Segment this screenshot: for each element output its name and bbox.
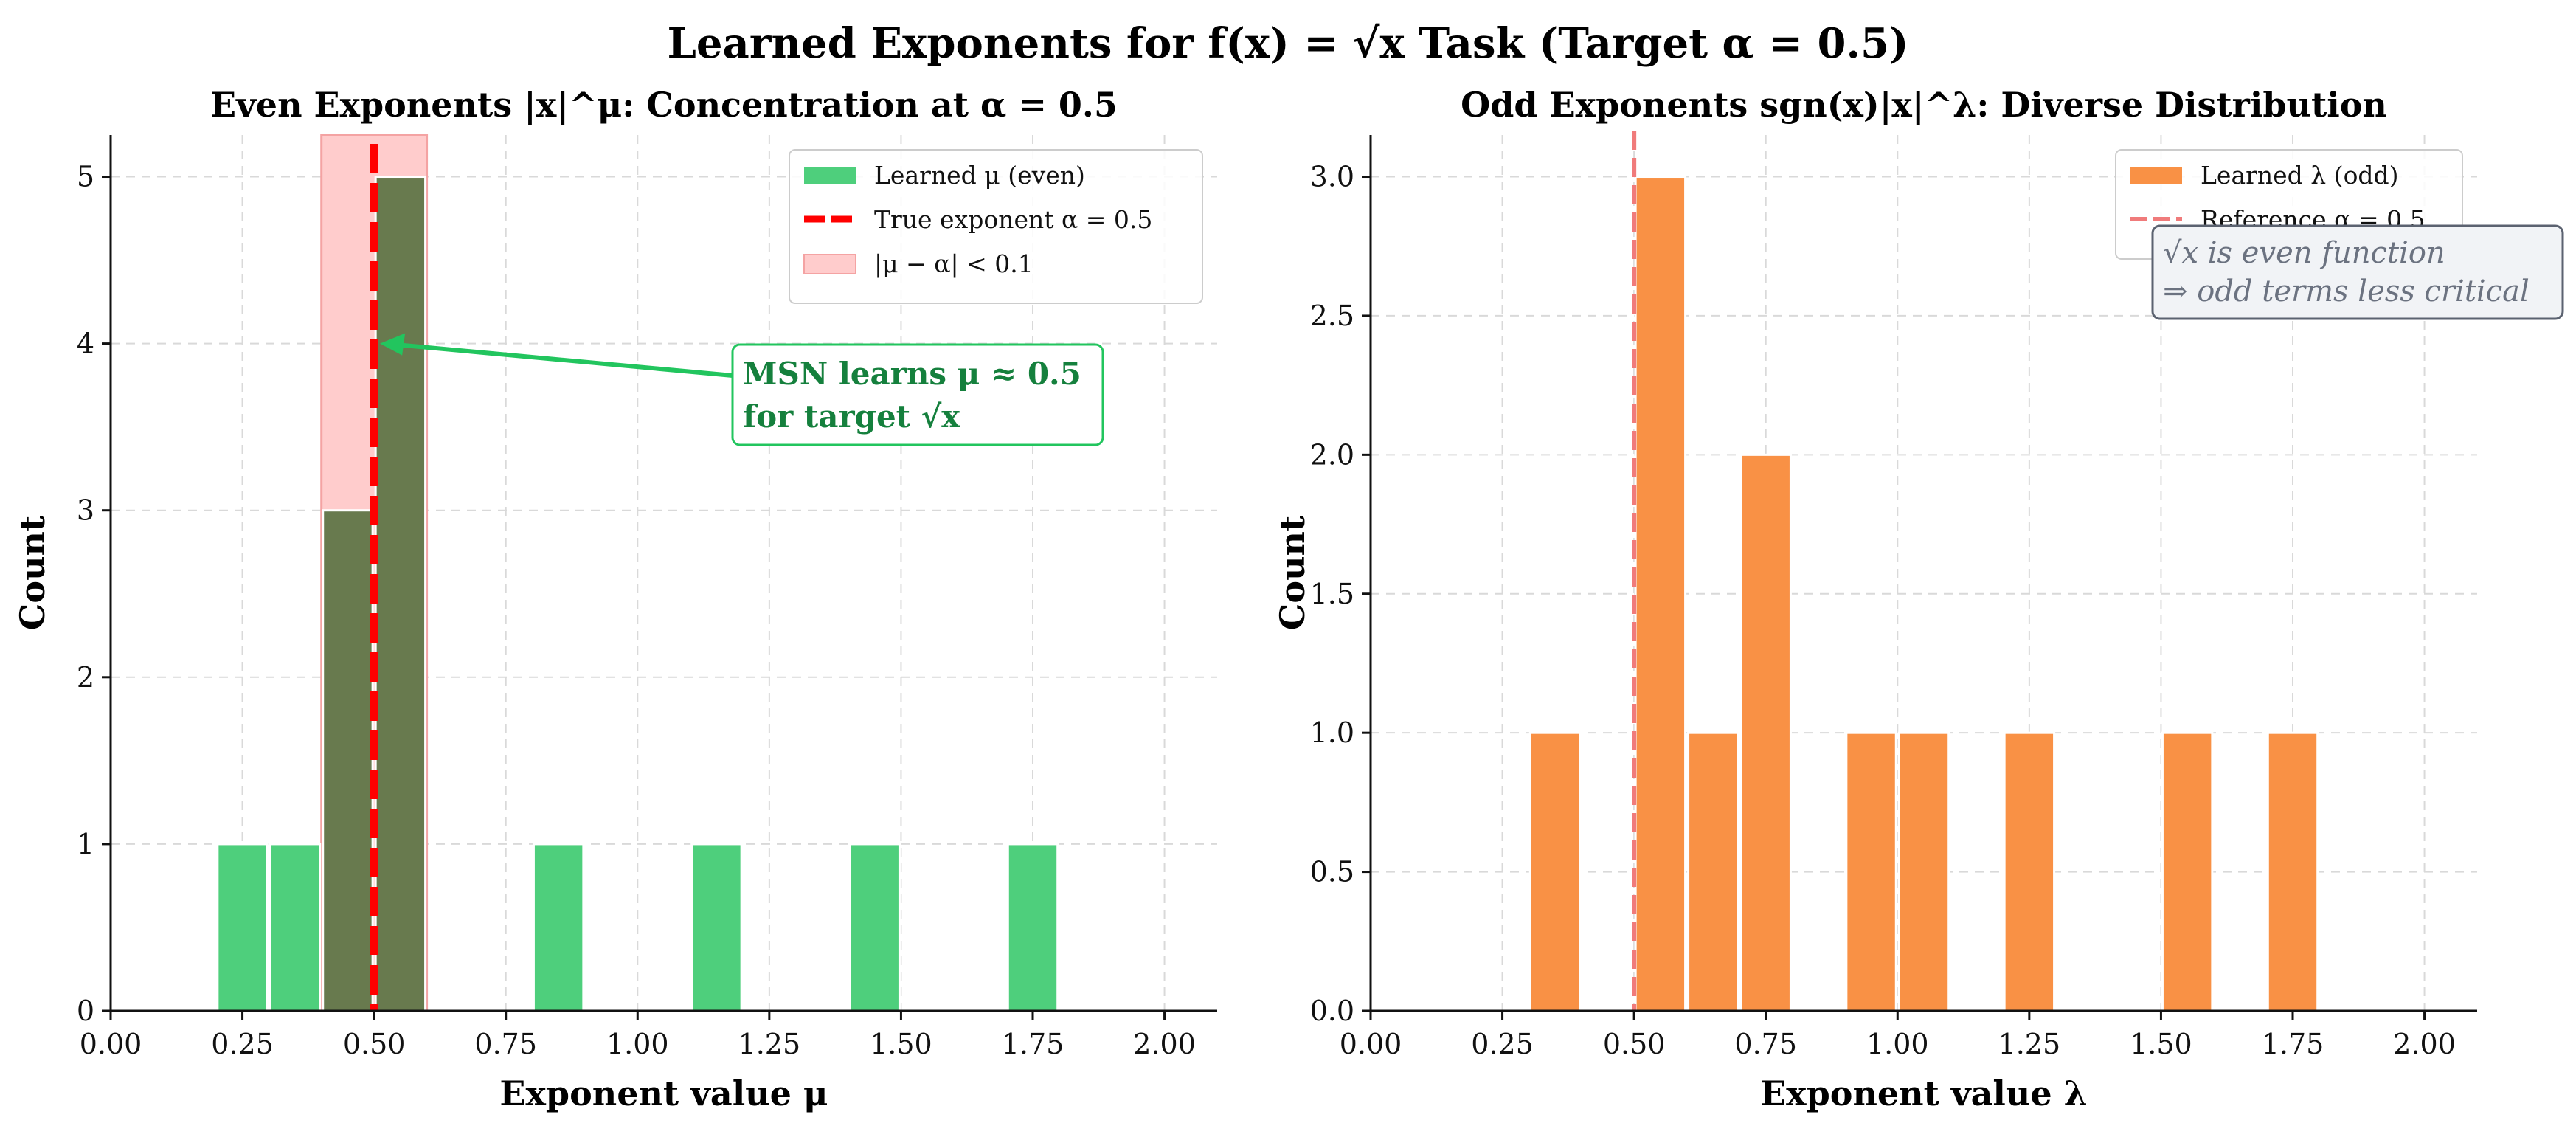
x-tick-label: 1.50 <box>870 1028 932 1060</box>
annotation-box <box>731 343 1104 446</box>
annotation: MSN learns μ ≈ 0.5 for target √x <box>380 333 1104 446</box>
y-tick-label: 1.0 <box>1310 716 1354 749</box>
legend-swatch <box>804 167 856 184</box>
y-tick-label: 2 <box>77 661 94 694</box>
x-tick-label: 0.25 <box>1471 1028 1534 1060</box>
bar <box>532 843 585 1012</box>
y-tick-label: 1.5 <box>1310 578 1354 610</box>
annotation-arrow <box>400 342 733 378</box>
y-tick-label: 0.0 <box>1310 995 1354 1027</box>
bar <box>2003 731 2056 1012</box>
histogram-bars <box>216 176 1059 1012</box>
bar <box>690 843 743 1012</box>
bar <box>216 843 269 1012</box>
x-tick-label: 2.00 <box>1133 1028 1196 1060</box>
x-tick-label: 1.75 <box>2262 1028 2324 1060</box>
bar <box>1845 731 1897 1012</box>
note-box <box>2151 224 2564 320</box>
legend: Learned μ (even) True exponent α = 0.5 |μ … <box>789 149 1203 304</box>
x-tick-label: 0.50 <box>343 1028 406 1060</box>
y-axis-label: Count <box>13 515 52 630</box>
x-tick-label: 1.00 <box>606 1028 669 1060</box>
bar <box>1006 843 1059 1012</box>
bar <box>1897 731 1950 1012</box>
note-text: ⇒ odd terms less critical <box>2163 274 2530 308</box>
y-tick-label: 2.5 <box>1310 300 1354 332</box>
x-tick-label: 2.00 <box>2393 1028 2456 1060</box>
even-exponents-chart: Even Exponents |x|^μ: Concentration at α… <box>13 85 1217 1113</box>
x-tick-label: 0.25 <box>211 1028 274 1060</box>
x-tick-label: 1.50 <box>2130 1028 2192 1060</box>
annotation-text: MSN learns μ ≈ 0.5 <box>743 356 1081 392</box>
x-axis-label: Exponent value μ <box>499 1074 828 1113</box>
bar <box>1528 731 1582 1012</box>
annotation-text: for target √x <box>743 398 960 435</box>
bar <box>2161 731 2214 1012</box>
legend-swatch <box>2130 167 2182 184</box>
chart-title: Odd Exponents sgn(x)|x|^λ: Diverse Distr… <box>1461 85 2387 125</box>
x-tick-label: 1.25 <box>1998 1028 2061 1060</box>
legend-label: |μ − α| < 0.1 <box>874 249 1033 278</box>
x-tick-label: 0.00 <box>80 1028 142 1060</box>
bar <box>322 509 374 1012</box>
x-tick-label: 1.75 <box>1002 1028 1064 1060</box>
x-tick-label: 0.00 <box>1340 1028 1402 1060</box>
x-tick-label: 1.25 <box>738 1028 801 1060</box>
y-tick-label: 0.5 <box>1310 856 1354 888</box>
x-tick-label: 0.75 <box>474 1028 537 1060</box>
x-tick-label: 0.50 <box>1603 1028 1666 1060</box>
y-tick-label: 2.0 <box>1310 438 1354 471</box>
note-text: √x is even function <box>2163 236 2445 270</box>
odd-exponents-chart: Odd Exponents sgn(x)|x|^λ: Diverse Distr… <box>1273 85 2564 1113</box>
legend-label: True exponent α = 0.5 <box>874 205 1152 234</box>
y-tick-label: 4 <box>77 328 94 360</box>
bar <box>1739 453 1792 1012</box>
x-axis-label: Exponent value λ <box>1760 1074 2088 1113</box>
annotation-arrowhead <box>380 333 406 356</box>
legend-swatch <box>803 254 856 274</box>
bar <box>269 843 322 1012</box>
bar <box>1634 176 1687 1012</box>
y-tick-label: 5 <box>77 161 94 193</box>
x-tick-label: 1.00 <box>1866 1028 1929 1060</box>
y-tick-label: 3.0 <box>1310 161 1354 193</box>
legend-label: Learned μ (even) <box>874 161 1085 190</box>
chart-title: Even Exponents |x|^μ: Concentration at α… <box>210 85 1118 125</box>
bar <box>1687 731 1739 1012</box>
bar <box>2266 731 2319 1012</box>
bar <box>848 843 901 1012</box>
y-tick-label: 1 <box>77 828 94 860</box>
y-tick-label: 0 <box>77 995 94 1027</box>
note: √x is even function ⇒ odd terms less crit… <box>2151 224 2564 320</box>
figure-title: Learned Exponents for f(x) = √x Task (Ta… <box>668 19 1909 68</box>
x-tick-label: 0.75 <box>1734 1028 1797 1060</box>
bar <box>374 176 427 1012</box>
y-tick-label: 3 <box>77 494 94 527</box>
y-axis-label: Count <box>1273 515 1312 630</box>
histogram-bars <box>1528 176 2319 1012</box>
legend-label: Learned λ (odd) <box>2201 161 2399 190</box>
legend-box <box>789 149 1203 304</box>
